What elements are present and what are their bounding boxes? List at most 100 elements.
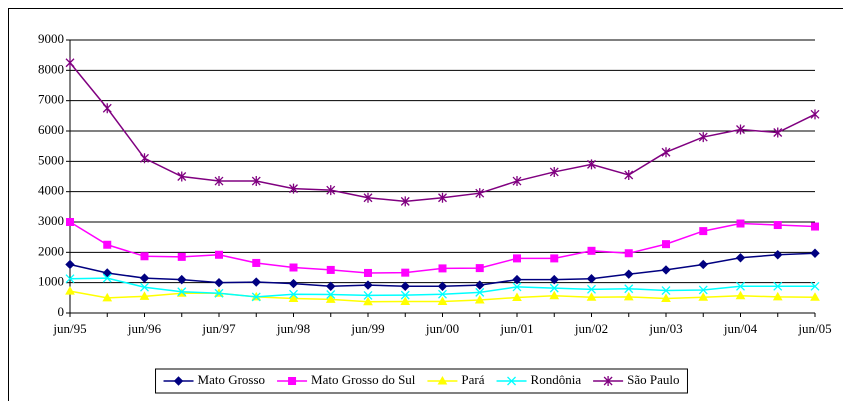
marker — [102, 103, 112, 114]
marker — [475, 264, 484, 273]
marker — [102, 268, 112, 278]
marker — [698, 292, 709, 301]
marker — [326, 281, 336, 292]
marker — [173, 376, 184, 386]
marker — [698, 285, 708, 295]
marker — [773, 281, 783, 291]
marker — [139, 291, 150, 300]
marker — [735, 253, 746, 263]
marker — [214, 176, 224, 187]
marker — [400, 296, 411, 305]
marker — [810, 292, 820, 301]
legend-label: Mato Grosso — [198, 372, 266, 387]
marker — [102, 292, 113, 302]
marker — [102, 273, 112, 283]
marker — [736, 219, 745, 228]
marker — [550, 254, 559, 263]
marker — [507, 376, 516, 386]
y-tick-label: 1000 — [38, 274, 64, 289]
marker — [140, 153, 149, 164]
marker — [363, 192, 373, 203]
marker — [438, 192, 447, 203]
marker — [288, 377, 297, 385]
chart-border — [8, 8, 843, 401]
y-tick-label: 8000 — [38, 61, 64, 76]
y-tick-label: 6000 — [38, 122, 64, 137]
marker — [661, 147, 671, 158]
marker — [325, 294, 336, 303]
marker — [624, 269, 634, 279]
marker — [103, 240, 112, 249]
marker — [624, 249, 633, 258]
marker — [363, 280, 373, 290]
marker — [624, 169, 634, 180]
y-tick-label: 9000 — [38, 31, 64, 46]
x-tick-label: jun/05 — [797, 321, 831, 336]
marker — [438, 264, 447, 273]
marker — [662, 240, 670, 249]
marker — [401, 268, 410, 277]
marker — [587, 284, 596, 294]
marker — [661, 286, 671, 296]
marker — [251, 292, 261, 302]
x-tick-label: jun/04 — [723, 321, 758, 336]
marker — [549, 166, 559, 177]
marker — [177, 171, 187, 182]
marker — [772, 291, 783, 301]
legend-label: Mato Grosso do Sul — [311, 372, 416, 387]
x-tick-label: jun/03 — [648, 321, 682, 336]
x-tick-label: jun/95 — [52, 321, 86, 336]
marker — [437, 296, 448, 305]
marker — [624, 284, 634, 294]
marker — [735, 290, 746, 300]
marker — [251, 176, 261, 187]
marker — [474, 294, 485, 304]
x-tick-label: jun/97 — [201, 321, 236, 336]
y-tick-label: 7000 — [38, 92, 64, 107]
x-tick-label: jun/02 — [574, 321, 608, 336]
marker — [400, 290, 410, 300]
marker — [587, 246, 596, 255]
legend-label: São Paulo — [627, 372, 679, 387]
marker — [512, 274, 522, 285]
marker — [698, 132, 708, 143]
marker — [736, 124, 745, 135]
marker — [512, 176, 522, 187]
marker — [251, 277, 261, 287]
marker — [810, 248, 820, 258]
x-tick-label: jun/01 — [499, 321, 533, 336]
legend: Mato Grosso Mato Grosso do Sul Pará Rondôni… — [155, 368, 688, 394]
marker — [66, 218, 74, 226]
marker — [623, 291, 634, 301]
marker — [140, 282, 149, 292]
marker — [65, 286, 75, 295]
marker — [65, 274, 75, 284]
marker — [661, 265, 671, 275]
y-tick-label: 4000 — [38, 183, 64, 198]
marker — [177, 252, 186, 261]
marker — [475, 287, 485, 297]
marker — [437, 281, 448, 292]
marker — [65, 259, 75, 270]
legend-label: Pará — [461, 372, 484, 387]
marker — [513, 254, 521, 263]
y-tick-label: 0 — [58, 304, 65, 319]
marker — [214, 277, 224, 288]
x-tick-label: jun/99 — [350, 321, 384, 336]
marker — [475, 188, 485, 199]
marker — [587, 159, 596, 170]
marker — [177, 287, 187, 297]
marker — [140, 252, 149, 261]
marker — [252, 258, 261, 267]
marker — [363, 290, 373, 300]
marker — [773, 250, 783, 260]
x-tick-label: jun/98 — [276, 321, 310, 336]
marker — [400, 196, 410, 207]
marker — [326, 290, 336, 299]
marker — [736, 281, 745, 291]
marker — [512, 292, 522, 302]
x-tick-label: jun/96 — [127, 321, 162, 336]
marker — [603, 376, 613, 386]
marker — [661, 293, 671, 302]
marker — [773, 127, 783, 138]
